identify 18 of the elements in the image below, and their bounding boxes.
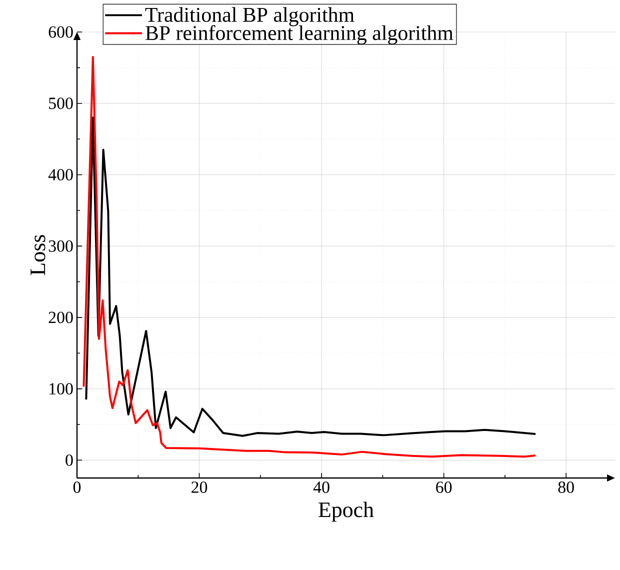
legend-label: BP reinforcement learning algorithm [146, 25, 454, 44]
x-tick-label: 40 [313, 482, 330, 493]
x-tick-label: 80 [558, 482, 574, 493]
x-tick-label: 60 [436, 482, 452, 493]
y-tick-label: 0 [66, 454, 73, 466]
y-tick-label: 100 [50, 383, 73, 395]
x-tick-label: 0 [73, 482, 81, 493]
y-axis-title: Loss [30, 235, 46, 276]
x-tick-label: 20 [192, 482, 208, 493]
y-tick-label: 500 [49, 98, 73, 110]
y-tick-label: 300 [48, 240, 73, 252]
line-series [85, 116, 537, 437]
x-axis-title: Epoch [318, 502, 374, 522]
y-tick-label: 400 [48, 169, 73, 180]
legend-label: Traditional BP algorithm [145, 7, 354, 26]
y-tick-label: 200 [48, 312, 73, 324]
y-tick-label: 600 [48, 26, 73, 38]
line-series [82, 56, 537, 458]
